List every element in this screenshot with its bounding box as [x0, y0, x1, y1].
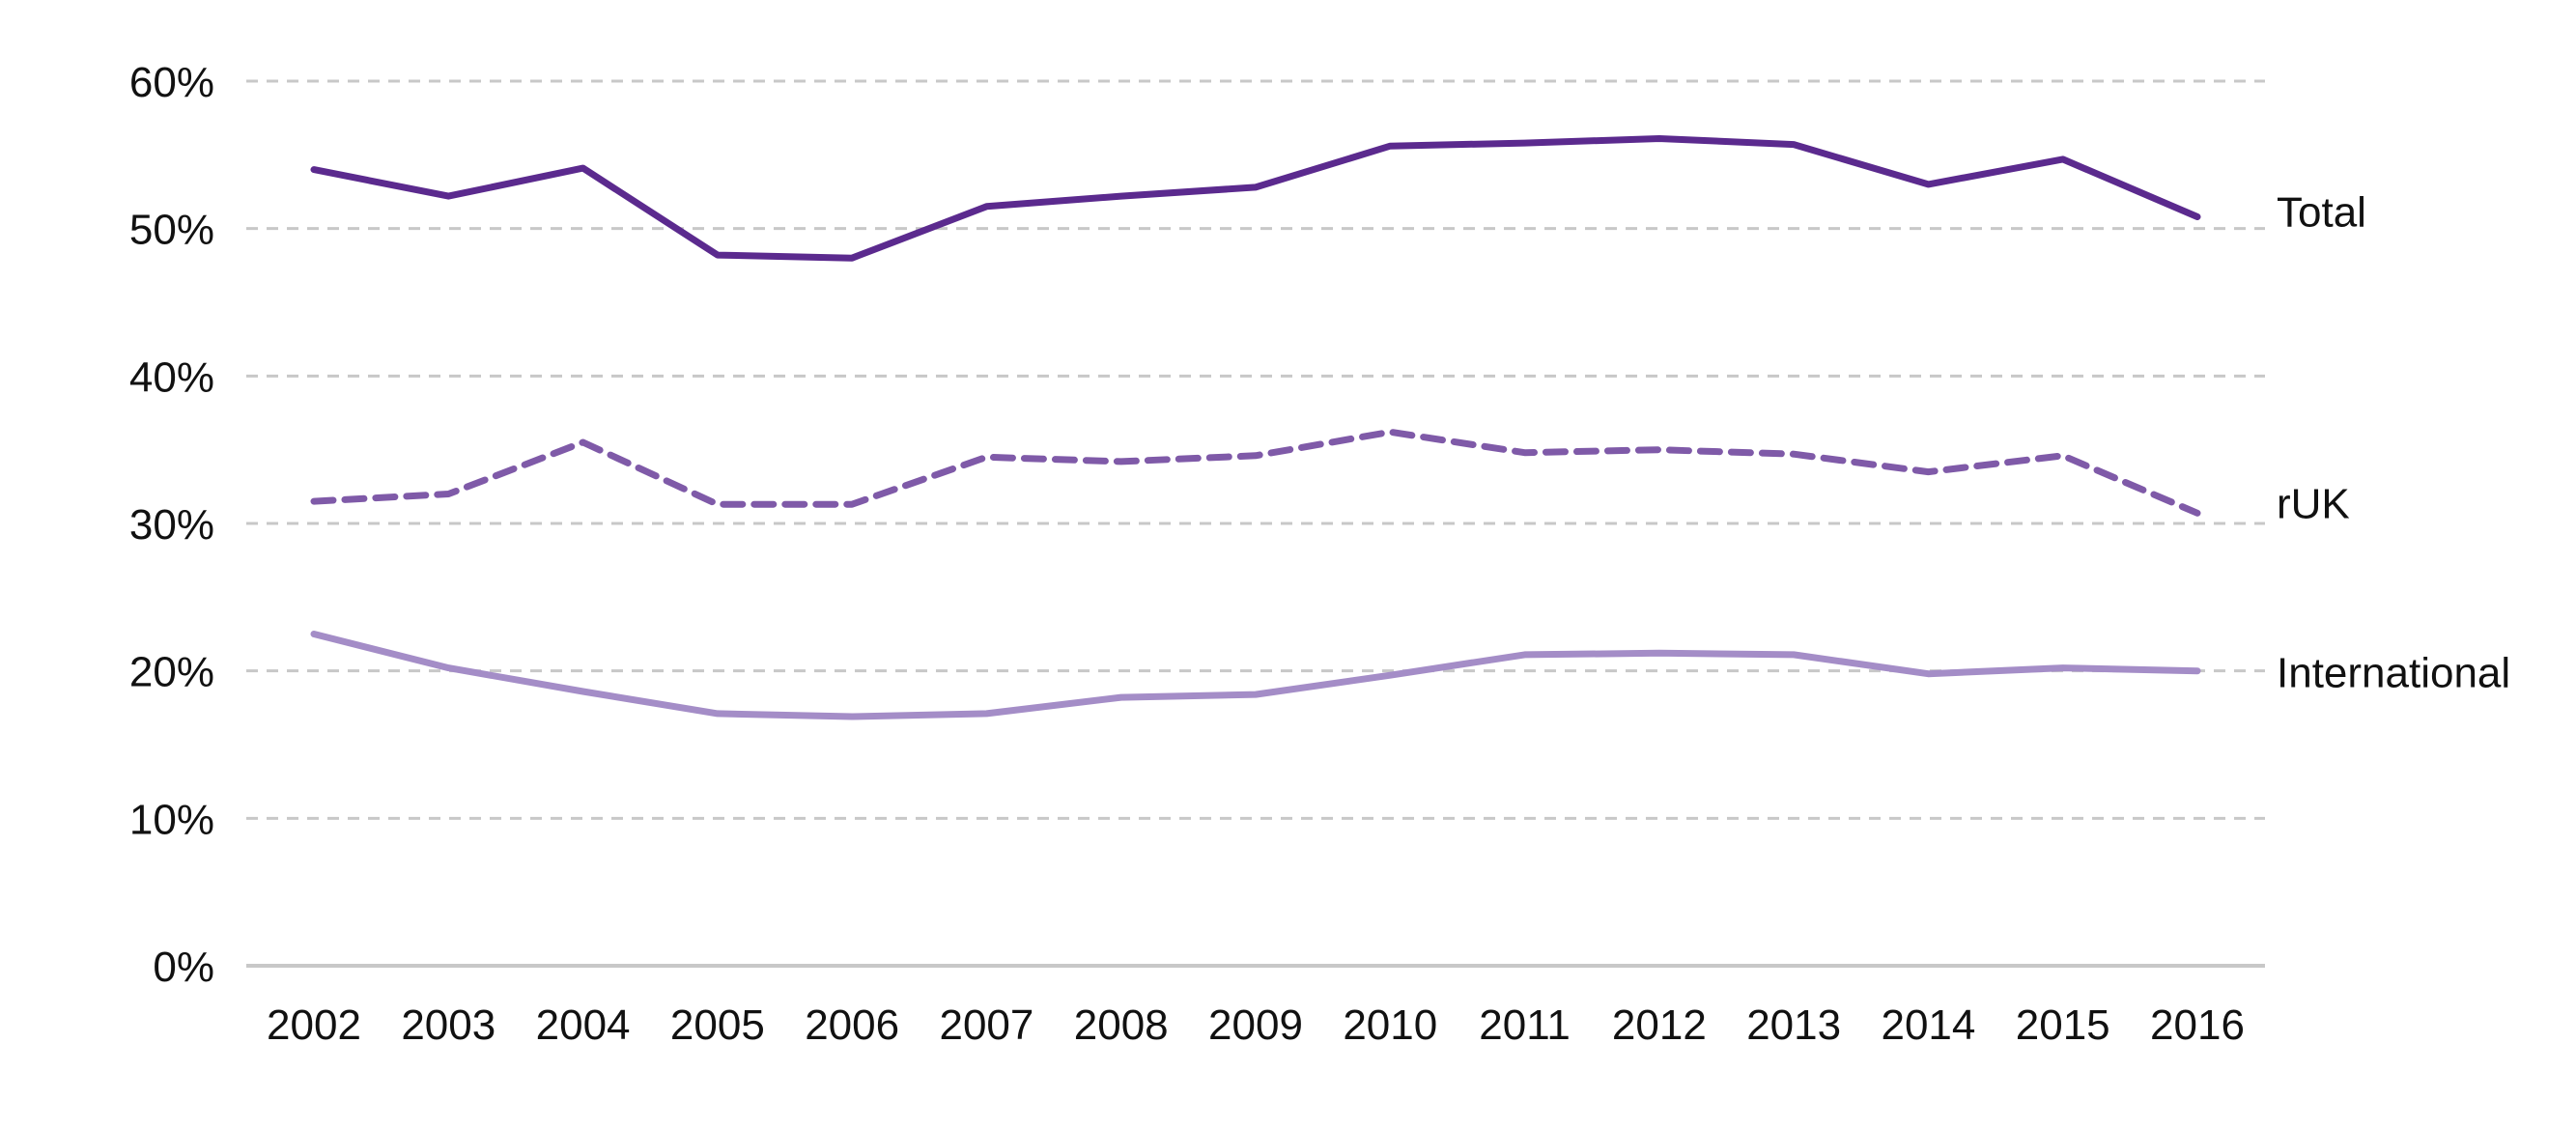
series-label-total: Total [2277, 188, 2366, 236]
x-tick-label: 2013 [1746, 1001, 1841, 1049]
series-lines [310, 135, 2201, 720]
x-tick-label: 2006 [805, 1001, 899, 1049]
y-tick-label: 60% [129, 59, 214, 106]
series-label-ruk: rUK [2277, 480, 2350, 527]
x-tick-label: 2009 [1208, 1001, 1303, 1049]
y-tick-label: 40% [129, 353, 214, 401]
x-tick-label: 2015 [2016, 1001, 2110, 1049]
y-tick-label: 10% [129, 796, 214, 843]
y-tick-label: 20% [129, 649, 214, 696]
series-label-international: International [2277, 650, 2510, 697]
x-tick-label: 2016 [2150, 1001, 2245, 1049]
series-line-total [310, 135, 2201, 262]
x-tick-label: 2004 [536, 1001, 631, 1049]
x-tick-label: 2003 [401, 1001, 495, 1049]
gridlines [246, 79, 2265, 820]
series-line-international [310, 631, 2201, 720]
x-tick-label: 2007 [939, 1001, 1033, 1049]
y-tick-label: 30% [129, 501, 214, 549]
x-tick-label: 2002 [267, 1001, 361, 1049]
x-tick-label: 2008 [1074, 1001, 1169, 1049]
x-tick-label: 2010 [1343, 1001, 1437, 1049]
x-tick-label: 2014 [1881, 1001, 1975, 1049]
series-line-ruk [310, 428, 2201, 517]
y-tick-label: 50% [129, 207, 214, 254]
y-tick-label: 0% [153, 944, 214, 991]
x-tick-label: 2012 [1612, 1001, 1707, 1049]
x-axis-tick-labels: 2002 2003 2004 2005 2006 2007 2008 2009 2010 2011… [267, 1001, 2245, 1049]
x-tick-label: 2005 [670, 1001, 765, 1049]
series-labels: Total rUK International [2277, 188, 2510, 696]
x-tick-label: 2011 [1479, 1001, 1571, 1049]
y-axis-tick-labels: 0% 10% 20% 30% 40% 50% 60% [129, 59, 214, 991]
